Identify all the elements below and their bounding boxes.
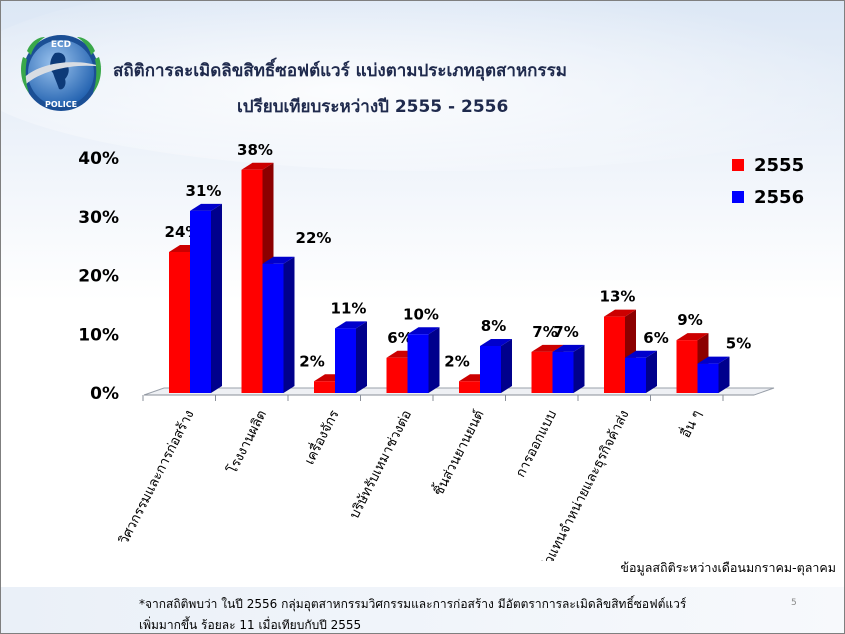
bar-2555-2 [241,169,263,393]
bar-top [531,344,564,352]
logo-bottom-text: POLICE [45,100,77,109]
bar-chart: 0%10%20%30%40%24%38%2%6%2%7%13%9%31%22%1… [78,141,804,561]
data-label: 38% [237,141,273,159]
legend-label-2556: 2556 [754,187,804,208]
data-label: 11% [331,299,367,317]
bar-2556-5 [480,346,501,393]
bar-2556-6 [552,351,574,393]
legend-swatch-2555 [732,159,744,171]
y-tick-label: 10% [78,325,119,345]
data-label: 8% [481,317,506,335]
data-label: 9% [677,311,702,329]
data-label: 5% [726,335,751,353]
legend-label-2555: 2555 [754,155,804,176]
y-tick-label: 40% [78,149,119,169]
bar-2555-4 [386,357,408,393]
bar-side [428,327,440,393]
slide-title: สถิติการละเมิดลิขสิทธิ์ซอฟต์แวร์ แบ่งตาม… [113,61,567,81]
data-label: 6% [387,329,412,347]
data-label: 10% [403,305,439,323]
background-swoosh [1,1,844,171]
y-tick-label: 20% [78,267,119,287]
bar-side [356,321,367,393]
category-label: เครื่องจักร [300,407,343,468]
bar-side [718,356,730,393]
bar-top [552,344,585,352]
bar-2555-8 [676,340,698,393]
bar-2556-7 [625,357,646,393]
bar-top [190,203,222,211]
category-label: ชิ้นส่วนยานยนต์ [428,406,488,498]
bar-2555-7 [604,316,625,393]
bar-2556-1 [190,210,211,393]
bar-2555-1 [169,252,190,393]
footnote-line-2: เพิ่มมากขึ้น ร้อยละ 11 เมื่อเทียบกับปี 2… [139,618,362,632]
data-label: 13% [600,288,636,306]
slide-subtitle: เปรียบเทียบระหว่างปี 2555 - 2556 [237,97,509,117]
category-label: การออกแบบ [513,408,561,481]
category-label: อื่น ๆ [676,407,705,441]
bar-2556-4 [407,334,429,393]
bar-top [676,333,709,341]
data-label: 2% [299,352,324,370]
bar-2555-5 [459,381,480,393]
bar-2556-3 [335,328,356,393]
bar-side [646,350,657,393]
data-label: 22% [296,229,332,247]
bar-top [625,350,657,358]
data-label: 2% [444,352,469,370]
data-label: 31% [186,182,222,200]
bar-side [283,256,295,393]
bar-side [501,339,512,393]
legend-swatch-2556 [732,191,744,203]
category-label: บริษัทรับเหมาช่วงต่อ [346,408,415,522]
bar-top [480,339,512,346]
category-label: โรงงานผลิต [223,407,270,477]
page-number: 5 [791,598,797,608]
footer-band [1,587,844,633]
bar-2556-8 [697,363,719,393]
bar-top [262,256,295,264]
footnote: *จากสถิติพบว่า ในปี 2556 กลุ่มอุตสาหกรรม… [139,594,779,633]
data-source-note: ข้อมูลสถิติระหว่างเดือนมกราคม-ตุลาคม [620,560,836,575]
bar-top [335,321,367,329]
footnote-line-1: *จากสถิติพบว่า ในปี 2556 กลุ่มอุตสาหกรรม… [139,597,687,611]
logo-top-text: ECD [51,40,71,50]
data-label: 7% [553,323,578,341]
bar-top [604,309,636,317]
bar-side [573,344,585,393]
bar-side [211,203,222,393]
bar-2556-2 [262,263,284,393]
ecd-police-logo: ECD POLICE [21,35,103,111]
bar-2555-6 [531,351,553,393]
y-tick-label: 30% [78,208,119,228]
bar-2555-3 [314,381,335,393]
bar-top [697,356,730,364]
category-label: วิศวกรรมและการก่อสร้าง [116,408,198,548]
bar-top [241,162,274,170]
data-label: 6% [643,329,668,347]
bar-top [407,327,440,335]
y-tick-label: 0% [90,384,119,404]
data-label: 7% [532,323,557,341]
